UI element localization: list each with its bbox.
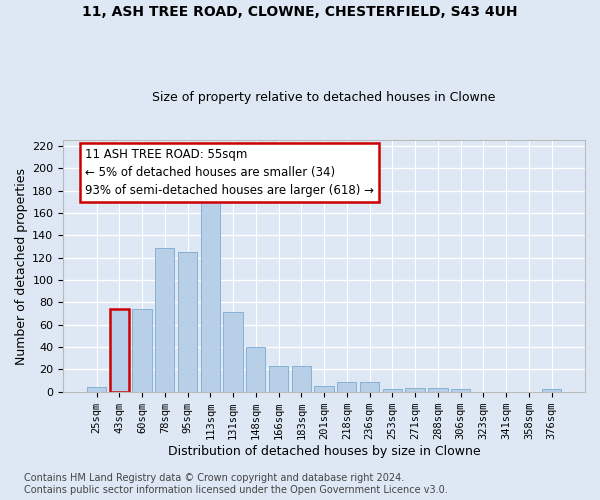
Text: 11, ASH TREE ROAD, CLOWNE, CHESTERFIELD, S43 4UH: 11, ASH TREE ROAD, CLOWNE, CHESTERFIELD,… xyxy=(82,5,518,19)
Bar xyxy=(428,388,448,392)
Bar xyxy=(292,366,311,392)
Bar xyxy=(223,312,243,392)
Text: 11 ASH TREE ROAD: 55sqm
← 5% of detached houses are smaller (34)
93% of semi-det: 11 ASH TREE ROAD: 55sqm ← 5% of detached… xyxy=(85,148,374,197)
Bar xyxy=(337,382,356,392)
Bar xyxy=(383,390,402,392)
Bar xyxy=(133,309,152,392)
Y-axis label: Number of detached properties: Number of detached properties xyxy=(15,168,28,364)
Bar xyxy=(110,309,129,392)
Bar xyxy=(451,390,470,392)
Title: Size of property relative to detached houses in Clowne: Size of property relative to detached ho… xyxy=(152,92,496,104)
Text: Contains HM Land Registry data © Crown copyright and database right 2024.
Contai: Contains HM Land Registry data © Crown c… xyxy=(24,474,448,495)
Bar xyxy=(542,390,561,392)
Bar xyxy=(269,366,288,392)
Bar xyxy=(246,347,265,392)
Bar xyxy=(200,192,220,392)
X-axis label: Distribution of detached houses by size in Clowne: Distribution of detached houses by size … xyxy=(168,444,481,458)
Bar xyxy=(314,386,334,392)
Bar xyxy=(406,388,425,392)
Bar xyxy=(87,388,106,392)
Bar xyxy=(178,252,197,392)
Bar xyxy=(155,248,175,392)
Bar xyxy=(360,382,379,392)
